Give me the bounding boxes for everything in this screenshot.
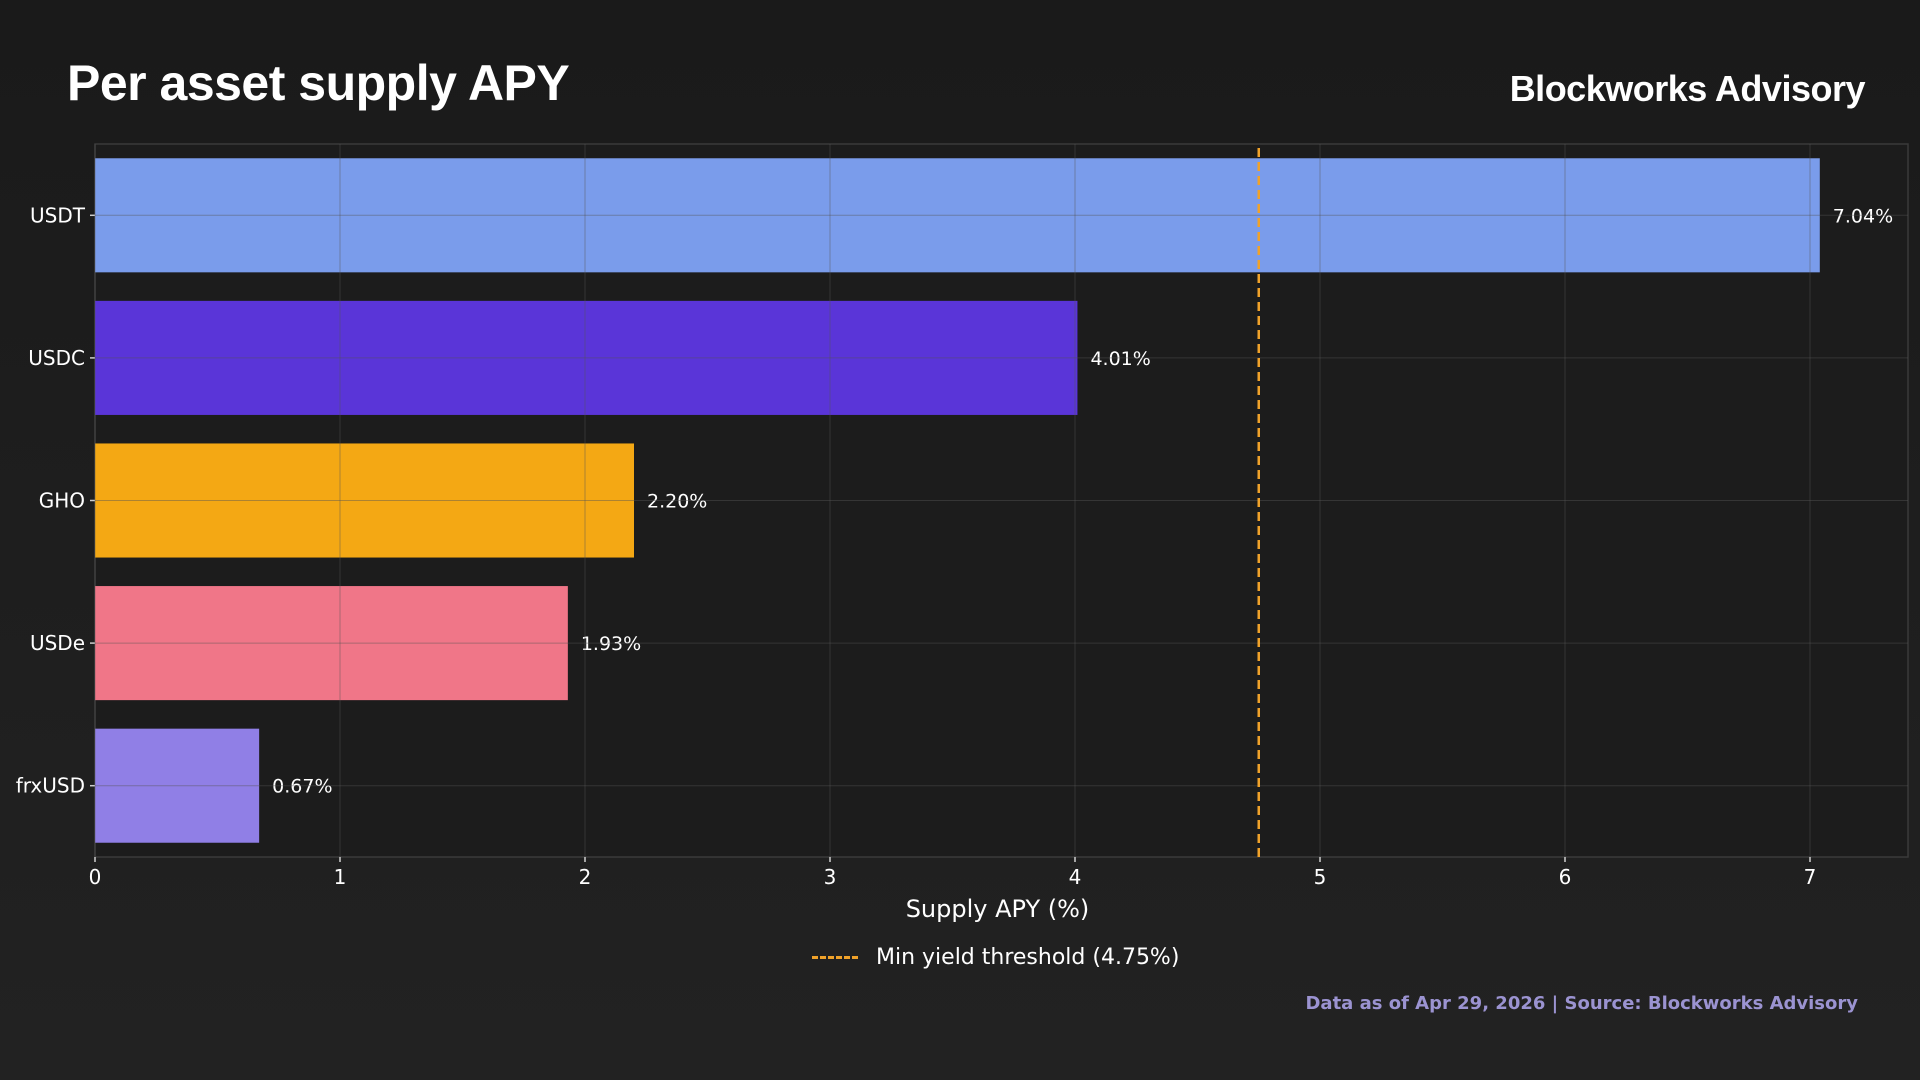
legend-threshold-swatch [812, 956, 858, 959]
y-tick-label: USDC [28, 346, 85, 370]
x-tick-label: 7 [1804, 865, 1817, 889]
y-tick-label: USDT [30, 203, 86, 227]
bar-gho [95, 443, 634, 558]
source-footnote: Data as of Apr 29, 2026 | Source: Blockw… [1305, 993, 1858, 1014]
x-axis-label: Supply APY (%) [906, 895, 1090, 923]
x-tick-label: 1 [334, 865, 347, 889]
bar-value-label: 4.01% [1090, 348, 1150, 370]
x-tick-label: 5 [1314, 865, 1327, 889]
chart-legend: Min yield threshold (4.75%) [812, 945, 1179, 970]
bar-value-label: 2.20% [647, 491, 707, 513]
bar-frxusd [95, 728, 260, 843]
page-title: Per asset supply APY [67, 55, 570, 111]
y-tick-label: GHO [39, 489, 85, 513]
y-tick-label: frxUSD [16, 774, 85, 798]
bar-value-label: 1.93% [581, 633, 641, 655]
x-tick-label: 2 [579, 865, 592, 889]
brand-logo: Blockworks Advisory [1509, 68, 1866, 109]
x-tick-label: 4 [1069, 865, 1082, 889]
bar-value-label: 7.04% [1833, 205, 1893, 227]
legend-threshold-label: Min yield threshold (4.75%) [876, 945, 1180, 970]
bar-usdt [95, 158, 1820, 273]
x-tick-label: 3 [824, 865, 837, 889]
bar-value-label: 0.67% [272, 776, 332, 798]
x-tick-label: 0 [89, 865, 102, 889]
x-tick-label: 6 [1559, 865, 1572, 889]
y-tick-label: USDe [30, 631, 85, 655]
bar-usdc [95, 300, 1078, 415]
bar-usde [95, 586, 568, 701]
